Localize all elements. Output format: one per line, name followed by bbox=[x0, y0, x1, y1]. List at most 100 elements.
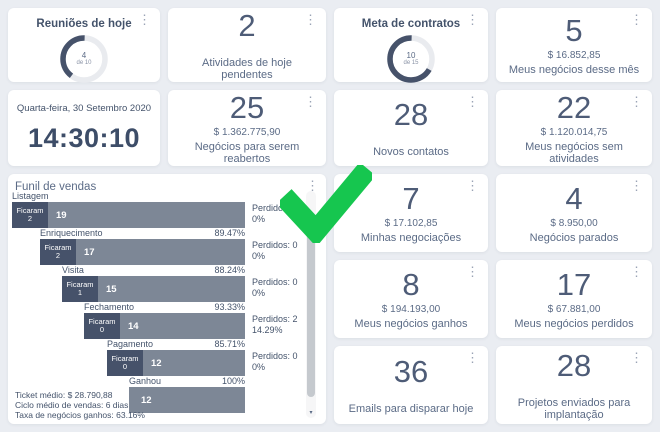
perdidos-text: Perdidos: 0 0% bbox=[252, 351, 298, 372]
kebab-menu-icon[interactable]: ⋮ bbox=[304, 12, 317, 27]
stage-bar: Ficaram 2 17 bbox=[40, 239, 245, 265]
stage-name: Visita bbox=[62, 265, 84, 275]
funnel-stage-listagem: Listagem Ficaram 2 19 Perdidos: 0 0% bbox=[12, 190, 298, 228]
card-negocios-sem-atividades: ⋮ 22 $ 1.120.014,75 Meus negócios sem at… bbox=[496, 90, 652, 166]
card-title: Reuniões de hoje bbox=[36, 18, 132, 30]
stage-name: Enriquecimento bbox=[40, 228, 103, 238]
gauge-text: 4 de 10 bbox=[58, 33, 110, 85]
stage-bar: 12 bbox=[129, 387, 245, 413]
kebab-menu-icon[interactable]: ⋮ bbox=[466, 12, 479, 27]
ficaram-label: Ficaram bbox=[66, 279, 94, 289]
card-clock: Quarta-feira, 30 Setembro 2020 14:30:10 bbox=[8, 90, 160, 166]
ficaram-count: 2 bbox=[27, 214, 33, 223]
card-meta-de-contratos: ⋮ Meta de contratos 10 de 15 bbox=[334, 8, 488, 85]
ciclo-medio: Ciclo médio de vendas: 6 dias bbox=[15, 400, 129, 410]
funnel-stage-ganhou: Ganhou 100% 12 bbox=[129, 375, 245, 413]
stat-value: 28 bbox=[393, 97, 429, 132]
funnel-summary: Ticket médio: $ 28.790,88 Ciclo médio de… bbox=[15, 390, 145, 420]
stage-bar: Ficaram 2 19 bbox=[12, 202, 245, 228]
stat-value: 25 bbox=[229, 90, 265, 125]
card-negocios-perdidos: ⋮ 17 $ 67.881,00 Meus negócios perdidos bbox=[496, 260, 652, 338]
stat-label: Negócios para serem reabertos bbox=[194, 141, 300, 165]
kebab-menu-icon[interactable]: ⋮ bbox=[630, 94, 643, 109]
funnel-scrollbar[interactable]: ▾ bbox=[306, 191, 316, 418]
perdidos-text: Perdidos: 2 14.29% bbox=[252, 314, 298, 335]
clock-date: Quarta-feira, 30 Setembro 2020 bbox=[16, 103, 152, 114]
card-negocios-ganhos: ⋮ 8 $ 194.193,00 Meus negócios ganhos bbox=[334, 260, 488, 338]
card-funil-de-vendas: ⋮ Funil de vendas Listagem Ficaram 2 19 … bbox=[8, 174, 326, 424]
stat-value: 2 bbox=[238, 8, 256, 43]
stat-money: $ 1.120.014,75 bbox=[540, 127, 608, 138]
scroll-down-icon[interactable]: ▾ bbox=[309, 410, 313, 416]
stage-value: 12 bbox=[141, 394, 152, 406]
gauge-value: 10 bbox=[406, 51, 416, 60]
stage-percent: 85.71% bbox=[214, 339, 245, 349]
stat-label: Emails para disparar hoje bbox=[348, 403, 474, 415]
ficaram-box: Ficaram 0 bbox=[107, 350, 143, 376]
ficaram-count: 2 bbox=[55, 251, 61, 260]
gauge-text: 10 de 15 bbox=[385, 33, 437, 85]
ficaram-label: Ficaram bbox=[88, 316, 116, 326]
stat-value: 36 bbox=[393, 354, 429, 389]
stage-name: Ganhou bbox=[129, 376, 162, 386]
ficaram-box: Ficaram 2 bbox=[12, 202, 48, 228]
card-negocios-reabertos: ⋮ 25 $ 1.362.775,90 Negócios para serem … bbox=[168, 90, 326, 166]
kebab-menu-icon[interactable]: ⋮ bbox=[466, 178, 479, 193]
stat-value: 22 bbox=[556, 90, 592, 125]
stat-value: 4 bbox=[565, 181, 583, 216]
stat-money: $ 194.193,00 bbox=[381, 304, 441, 315]
gauge-of: de 10 bbox=[76, 60, 92, 66]
stage-percent: 100% bbox=[221, 376, 245, 386]
stat-money: $ 17.102,85 bbox=[384, 218, 438, 229]
perdidos-text: Perdidos: 0 0% bbox=[252, 240, 298, 261]
kebab-menu-icon[interactable]: ⋮ bbox=[304, 94, 317, 109]
card-negocios-desse-mes: ⋮ 5 $ 16.852,85 Meus negócios desse mês bbox=[496, 8, 652, 82]
stage-value: 19 bbox=[56, 209, 67, 221]
kebab-menu-icon[interactable]: ⋮ bbox=[630, 12, 643, 27]
kebab-menu-icon[interactable]: ⋮ bbox=[630, 350, 643, 365]
stat-label: Novos contatos bbox=[373, 146, 449, 158]
funnel-stage-enriquecimento: Enriquecimento 89.47% Ficaram 2 17 Perdi… bbox=[40, 227, 298, 265]
card-novos-contatos: ⋮ 28 Novos contatos bbox=[334, 90, 488, 166]
scrollbar-thumb[interactable] bbox=[307, 217, 315, 397]
ficaram-label: Ficaram bbox=[111, 353, 139, 363]
stage-value: 14 bbox=[128, 320, 139, 332]
stat-money: $ 8.950,00 bbox=[550, 218, 598, 229]
stage-value: 15 bbox=[106, 283, 117, 295]
stage-name: Fechamento bbox=[84, 302, 135, 312]
kebab-menu-icon[interactable]: ⋮ bbox=[138, 12, 151, 27]
stat-value: 5 bbox=[565, 13, 583, 48]
ficaram-label: Ficaram bbox=[16, 205, 44, 215]
kebab-menu-icon[interactable]: ⋮ bbox=[306, 178, 319, 193]
ficaram-box: Ficaram 1 bbox=[62, 276, 98, 302]
stat-label: Meus negócios sem atividades bbox=[525, 141, 623, 165]
stage-percent: 89.47% bbox=[214, 228, 245, 238]
card-emails-disparar: ⋮ 36 Emails para disparar hoje bbox=[334, 346, 488, 424]
stage-value: 17 bbox=[84, 246, 95, 258]
stat-money: $ 16.852,85 bbox=[547, 50, 601, 61]
kebab-menu-icon[interactable]: ⋮ bbox=[630, 178, 643, 193]
stat-label: Meus negócios ganhos bbox=[354, 318, 468, 330]
gauge-of: de 15 bbox=[403, 60, 419, 66]
kebab-menu-icon[interactable]: ⋮ bbox=[466, 94, 479, 109]
stat-label: Atividades de hoje pendentes bbox=[202, 57, 292, 81]
ficaram-count: 0 bbox=[122, 362, 128, 371]
ficaram-box: Ficaram 0 bbox=[84, 313, 120, 339]
stage-name: Listagem bbox=[12, 191, 49, 201]
stat-value: 7 bbox=[402, 181, 420, 216]
funnel-stage-fechamento: Fechamento 93.33% Ficaram 0 14 Perdidos:… bbox=[84, 301, 298, 339]
reunioes-gauge: 4 de 10 bbox=[58, 33, 110, 85]
perdidos-text: Perdidos: 0 0% bbox=[252, 277, 298, 298]
gauge-ring-icon bbox=[387, 35, 435, 83]
kebab-menu-icon[interactable]: ⋮ bbox=[466, 264, 479, 279]
ticket-medio: Ticket médio: $ 28.790,88 bbox=[15, 390, 113, 400]
stage-bar: Ficaram 0 14 bbox=[84, 313, 245, 339]
kebab-menu-icon[interactable]: ⋮ bbox=[630, 264, 643, 279]
kebab-menu-icon[interactable]: ⋮ bbox=[466, 350, 479, 365]
stage-percent: 88.24% bbox=[214, 265, 245, 275]
stat-label: Projetos enviados para implantação bbox=[517, 397, 631, 421]
funnel-stage-visita: Visita 88.24% Ficaram 1 15 Perdidos: 0 0… bbox=[62, 264, 298, 302]
card-title: Meta de contratos bbox=[361, 18, 461, 30]
stat-label: Meus negócios desse mês bbox=[508, 64, 640, 76]
